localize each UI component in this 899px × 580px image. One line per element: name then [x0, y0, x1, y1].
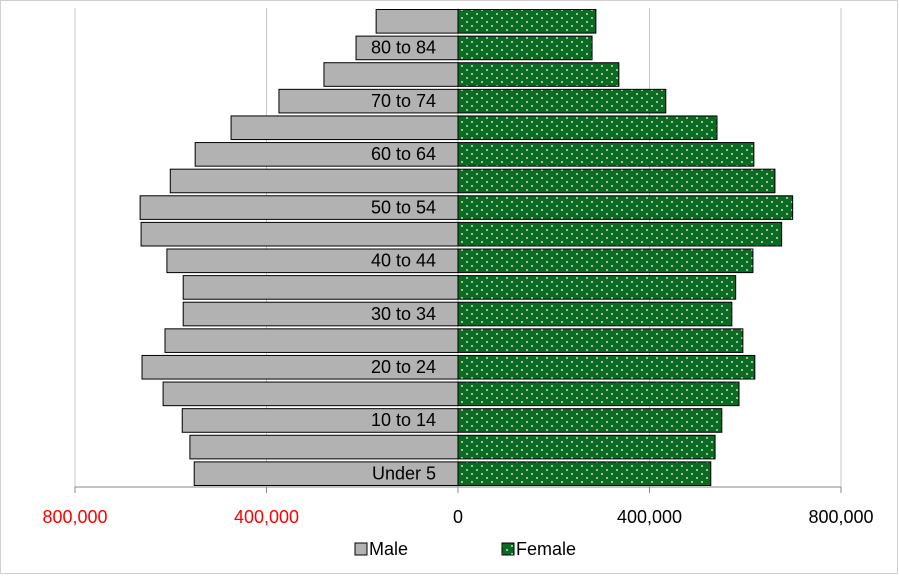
y-tick-label: 50 to 54 — [371, 197, 436, 217]
bar — [457, 301, 733, 327]
bar — [457, 221, 783, 247]
bar — [457, 115, 718, 141]
x-tick-label: 400,000 — [617, 507, 682, 527]
bar — [375, 9, 459, 34]
legend-label: Female — [516, 539, 576, 559]
bar — [323, 62, 459, 87]
bar — [162, 381, 459, 407]
legend-label: Male — [369, 539, 408, 559]
y-tick-label: 30 to 34 — [371, 304, 436, 324]
bar — [230, 115, 459, 141]
bar — [140, 221, 459, 247]
bar — [457, 408, 723, 433]
bar — [164, 328, 459, 353]
bar — [457, 275, 737, 300]
bar — [189, 434, 459, 460]
bar — [457, 142, 755, 167]
y-tick-label: 10 to 14 — [371, 410, 436, 430]
y-tick-label: 20 to 24 — [371, 357, 436, 377]
y-tick-label: 70 to 74 — [371, 91, 436, 111]
y-tick-label: Under 5 — [372, 463, 436, 483]
bar — [457, 195, 794, 220]
bar — [457, 328, 744, 353]
bar — [457, 9, 597, 34]
bar — [457, 354, 756, 380]
bar — [182, 275, 459, 300]
bar — [457, 248, 754, 274]
bar — [457, 62, 620, 87]
y-tick-label: 40 to 44 — [371, 251, 436, 271]
y-tick-label: 80 to 84 — [371, 38, 436, 58]
bar — [457, 434, 716, 460]
x-tick-label: 800,000 — [808, 507, 873, 527]
bar — [457, 168, 776, 194]
bar — [169, 168, 459, 194]
x-tick-label: 400,000 — [234, 507, 299, 527]
legend-swatch — [501, 542, 515, 556]
x-tick-label: 0 — [453, 507, 463, 527]
bar — [457, 381, 740, 407]
x-tick-label: 800,000 — [42, 507, 107, 527]
bar — [457, 461, 712, 486]
legend-swatch — [354, 542, 368, 556]
bar — [457, 35, 593, 61]
bar — [457, 88, 667, 114]
y-tick-label: 60 to 64 — [371, 144, 436, 164]
